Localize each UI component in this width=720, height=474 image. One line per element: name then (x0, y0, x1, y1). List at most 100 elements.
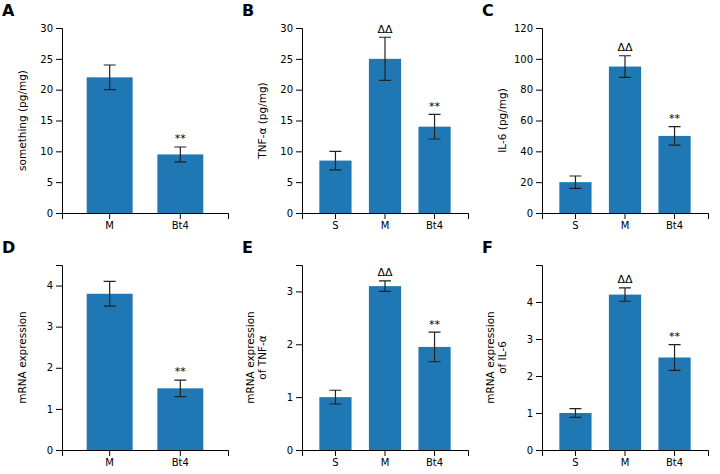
y-tick-label: 10 (40, 146, 53, 157)
y-tick-label: 80 (520, 84, 533, 95)
y-tick-mark (296, 28, 302, 29)
x-tick: Bt4 (666, 450, 683, 468)
y-tick-label: 0 (47, 208, 53, 219)
y-tick-label: 0 (527, 445, 533, 456)
y-tick: 100 (514, 54, 542, 65)
y-tick: 20 (520, 177, 542, 188)
error-bar (379, 37, 391, 80)
y-tick-mark (536, 121, 542, 122)
y-axis: 020406080100120 (514, 23, 543, 219)
error-bar (669, 127, 681, 145)
y-tick-mark (536, 151, 542, 152)
x-axis: MBt4 (63, 213, 229, 231)
y-tick: 0 (527, 208, 542, 219)
y-tick: 60 (520, 115, 542, 126)
y-tick: 0 (47, 208, 62, 219)
y-tick: 20 (40, 84, 62, 95)
x-tick-label: S (572, 457, 578, 468)
x-tick: Bt4 (426, 213, 443, 231)
y-tick: 4 (47, 280, 62, 291)
y-tick: 1 (527, 408, 542, 419)
y-tick: 10 (40, 146, 62, 157)
y-tick-mark (536, 90, 542, 91)
y-axis-line (56, 29, 63, 214)
y-tick-mark (56, 286, 62, 287)
y-axis-line (296, 29, 303, 214)
panel-label: D (2, 238, 15, 257)
y-tick-label: 20 (520, 177, 533, 188)
y-axis-title: mRNA expressionof TNF-α (244, 311, 268, 404)
error-bar (329, 390, 341, 404)
x-axis-line (63, 214, 229, 220)
x-tick-label: Bt4 (426, 457, 443, 468)
y-tick: 1 (287, 392, 302, 403)
x-tick-label: S (332, 457, 338, 468)
y-tick: 20 (280, 84, 302, 95)
y-tick-label: 3 (47, 321, 53, 332)
y-tick-label: 2 (527, 371, 533, 382)
bar (609, 67, 641, 213)
y-tick-mark (536, 413, 542, 414)
x-tick: Bt4 (172, 213, 189, 231)
y-axis-title: mRNA expressionof IL-6 (484, 311, 508, 404)
y-tick-label: 1 (527, 408, 533, 419)
y-tick-mark (296, 151, 302, 152)
error-bar (174, 380, 186, 396)
bar (658, 136, 690, 213)
x-tick-label: M (381, 457, 390, 468)
y-axis-title-line: of IL-6 (496, 341, 508, 374)
y-tick-mark (536, 339, 542, 340)
y-tick: 25 (280, 54, 302, 65)
y-tick: 0 (527, 445, 542, 456)
y-tick: 3 (287, 286, 302, 297)
y-axis-title: something (pg/mg) (16, 70, 28, 171)
bar (87, 294, 133, 450)
x-axis-line (63, 451, 229, 457)
y-tick-mark (536, 302, 542, 303)
x-tick-mark (625, 450, 626, 456)
x-axis-line (543, 214, 709, 220)
y-tick-label: 0 (287, 445, 293, 456)
annotation: ΔΔ (617, 273, 633, 286)
error-bar (619, 288, 631, 301)
x-tick-mark (180, 213, 181, 219)
y-tick: 0 (287, 208, 302, 219)
error-bar (669, 345, 681, 371)
y-tick: 1 (47, 404, 62, 415)
y-tick: 10 (280, 146, 302, 157)
x-tick: Bt4 (172, 450, 189, 468)
y-tick-label: 2 (47, 362, 53, 373)
x-tick: M (381, 450, 390, 468)
x-tick-mark (625, 213, 626, 219)
plot-area (319, 37, 450, 213)
y-tick-mark (296, 397, 302, 398)
x-tick-label: M (621, 220, 630, 231)
x-tick-label: Bt4 (666, 457, 683, 468)
x-tick-mark (434, 450, 435, 456)
y-tick: 2 (47, 362, 62, 373)
x-axis: S M Bt4 (303, 450, 469, 468)
panel: 0123SMBt4mRNA expressionof TNF-αEΔΔ** (242, 238, 469, 468)
y-tick-mark (536, 213, 542, 214)
x-tick-label: Bt4 (172, 457, 189, 468)
y-axis-line (296, 266, 303, 451)
x-axis: SMBt4 (543, 213, 709, 231)
error-bar (174, 147, 186, 162)
y-axis-line (56, 266, 63, 451)
y-tick-mark (296, 90, 302, 91)
x-tick: M (621, 213, 630, 231)
y-tick: 0 (47, 445, 62, 456)
bar (418, 127, 450, 213)
annotation: ** (669, 330, 681, 343)
y-tick-label: 4 (527, 297, 533, 308)
y-tick-label: 5 (47, 177, 53, 188)
y-tick-label: 120 (514, 23, 533, 34)
plot-area (319, 281, 450, 450)
x-tick-mark (575, 450, 576, 456)
y-tick: 25 (40, 54, 62, 65)
y-tick-mark (296, 213, 302, 214)
y-tick: 120 (514, 23, 542, 34)
y-tick-label: 1 (287, 392, 293, 403)
y-tick-mark (56, 409, 62, 410)
x-tick: S (572, 213, 578, 231)
